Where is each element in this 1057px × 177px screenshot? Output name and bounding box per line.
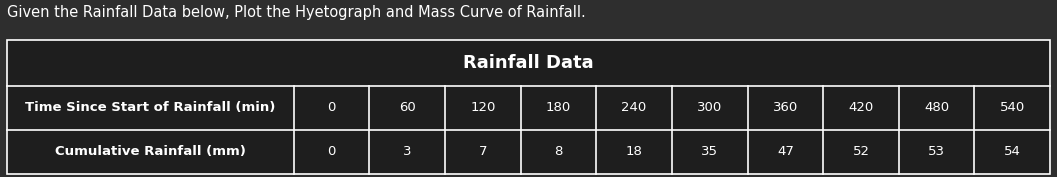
Text: 7: 7 <box>479 145 487 158</box>
Text: 8: 8 <box>554 145 562 158</box>
Text: 3: 3 <box>403 145 411 158</box>
Text: 0: 0 <box>328 101 336 114</box>
Text: 54: 54 <box>1004 145 1021 158</box>
Text: 18: 18 <box>626 145 643 158</box>
Text: 120: 120 <box>470 101 496 114</box>
Text: 420: 420 <box>849 101 873 114</box>
Text: 240: 240 <box>622 101 647 114</box>
Text: 53: 53 <box>928 145 945 158</box>
Text: Rainfall Data: Rainfall Data <box>463 54 594 72</box>
Text: 52: 52 <box>852 145 870 158</box>
Text: 540: 540 <box>1000 101 1025 114</box>
Text: Given the Rainfall Data below, Plot the Hyetograph and Mass Curve of Rainfall.: Given the Rainfall Data below, Plot the … <box>7 5 586 20</box>
Text: 35: 35 <box>701 145 718 158</box>
Text: Cumulative Rainfall (mm): Cumulative Rainfall (mm) <box>55 145 246 158</box>
Text: Time Since Start of Rainfall (min): Time Since Start of Rainfall (min) <box>25 101 276 114</box>
Text: 480: 480 <box>924 101 949 114</box>
Text: 360: 360 <box>773 101 798 114</box>
Text: 180: 180 <box>545 101 571 114</box>
Text: 300: 300 <box>698 101 722 114</box>
Text: 60: 60 <box>398 101 415 114</box>
Text: 0: 0 <box>328 145 336 158</box>
Text: 47: 47 <box>777 145 794 158</box>
